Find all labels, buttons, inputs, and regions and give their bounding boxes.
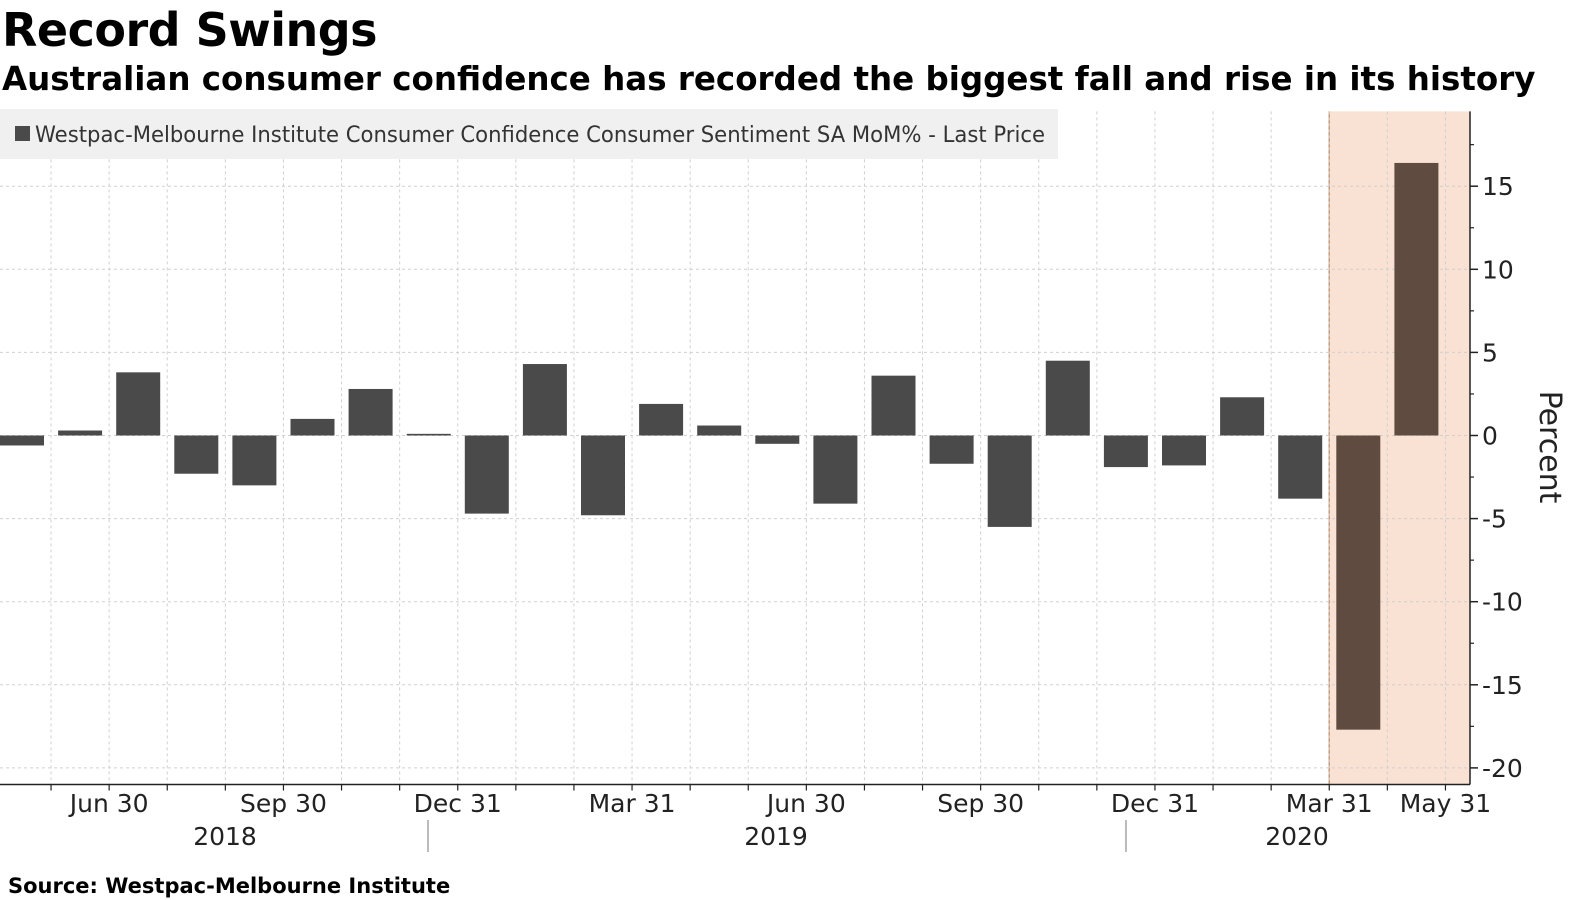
bar-2020-03 [1278, 435, 1323, 499]
bar-2019-04 [639, 403, 684, 436]
bar-2019-09 [929, 435, 974, 464]
x-tick-label: Mar 31 [589, 789, 676, 818]
legend-background [0, 109, 1058, 159]
y-tick-label: -10 [1482, 588, 1523, 617]
bar-2018-06 [58, 430, 103, 436]
bar-2018-09 [232, 435, 277, 486]
x-axis-ticks: Jun 30 Sep 30 Dec 31 Mar 31 Jun 30 Sep 30 Dec … [50, 784, 1491, 852]
bar-series [0, 162, 1439, 730]
vertical-gridlines [50, 111, 1446, 785]
x-tick-label: Sep 30 [240, 789, 327, 818]
chart-title: Record Swings [2, 3, 378, 57]
bar-2019-02 [522, 364, 567, 436]
legend-swatch [15, 126, 30, 141]
x-tick-label: Jun 30 [765, 789, 846, 818]
y-axis-label: Percent [1532, 391, 1567, 504]
legend: Westpac-Melbourne Institute Consumer Con… [0, 109, 1058, 159]
chart-subtitle: Australian consumer confidence has recor… [2, 60, 1536, 98]
bar-2019-07 [813, 435, 858, 504]
x-year-label: 2020 [1265, 822, 1329, 851]
legend-entry: Westpac-Melbourne Institute Consumer Con… [35, 123, 1045, 148]
bar-2019-10 [987, 435, 1032, 527]
x-tick-label: Sep 30 [937, 789, 1024, 818]
bar-2019-12 [1103, 435, 1148, 468]
y-tick-label: 10 [1482, 255, 1514, 284]
bar-2019-03 [581, 435, 625, 516]
bar-2018-07 [116, 372, 161, 436]
bar-2020-05 [1394, 162, 1439, 436]
bar-2020-04 [1336, 435, 1381, 730]
x-tick-label: May 31 [1400, 789, 1491, 818]
axes [0, 111, 1471, 786]
bar-2018-05 [0, 435, 44, 446]
bar-2019-01 [464, 435, 509, 514]
horizontal-gridlines [0, 185, 1470, 769]
bar-2020-02 [1220, 397, 1265, 436]
y-tick-label: -5 [1482, 505, 1507, 534]
y-tick-label: -15 [1482, 671, 1523, 700]
bar-2019-11 [1045, 360, 1090, 436]
bar-2019-05 [697, 425, 742, 436]
x-tick-label: Dec 31 [1111, 789, 1199, 818]
source-note: Source: Westpac-Melbourne Institute [8, 874, 451, 898]
y-tick-label: 0 [1482, 422, 1498, 451]
bar-2019-06 [755, 435, 800, 444]
y-tick-label: 15 [1482, 172, 1514, 201]
bar-2018-10 [290, 418, 335, 436]
x-tick-label: Jun 30 [68, 789, 149, 818]
x-year-label: 2018 [193, 822, 257, 851]
y-tick-label: 5 [1482, 338, 1498, 367]
bar-2018-11 [348, 388, 393, 436]
y-axis-ticks: 15 10 5 0 -5 -10 -15 -20 [1470, 144, 1523, 783]
bar-2020-01 [1162, 435, 1206, 466]
x-tick-label: Mar 31 [1286, 789, 1373, 818]
bar-2018-12 [406, 433, 451, 436]
y-tick-label: -20 [1482, 754, 1523, 783]
bar-2018-08 [174, 435, 219, 474]
bar-2019-08 [871, 375, 916, 436]
x-tick-label: Dec 31 [414, 789, 502, 818]
x-year-label: 2019 [744, 822, 808, 851]
